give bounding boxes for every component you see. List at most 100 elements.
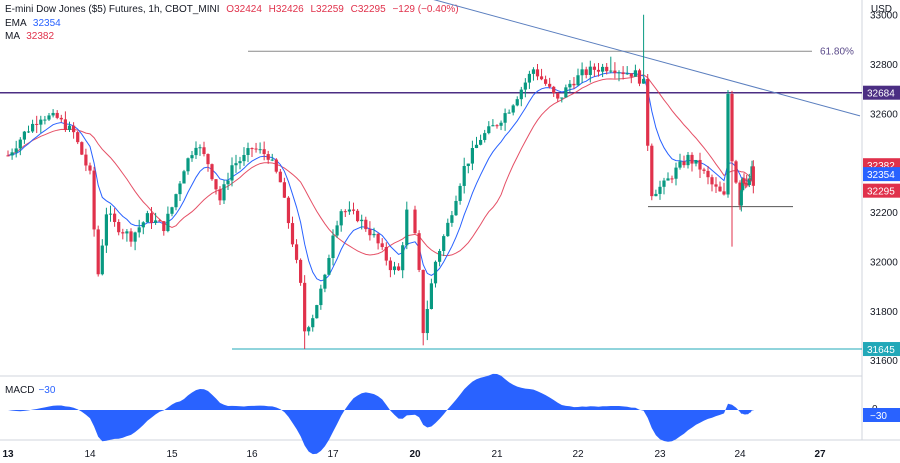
x-tick-label: 20 bbox=[409, 449, 421, 460]
x-tick-label: 15 bbox=[166, 449, 178, 460]
candle-body bbox=[702, 169, 706, 171]
candle-body bbox=[14, 148, 18, 153]
candle-body bbox=[747, 178, 751, 185]
candle-body bbox=[343, 211, 347, 213]
candle-body bbox=[548, 83, 552, 87]
candle-body bbox=[613, 70, 617, 74]
candle-body bbox=[429, 283, 433, 310]
macd-value: −30 bbox=[38, 385, 56, 396]
candle-body bbox=[96, 229, 100, 275]
candle-body bbox=[539, 76, 544, 80]
candle-body bbox=[694, 159, 698, 164]
candle-body bbox=[726, 93, 730, 195]
candle-body bbox=[605, 66, 609, 72]
svg-text:32382: 32382 bbox=[867, 161, 895, 172]
candle-body bbox=[384, 247, 388, 261]
candle-body bbox=[658, 186, 662, 194]
candle-body bbox=[258, 149, 262, 151]
candle-body bbox=[388, 260, 392, 271]
candle-body bbox=[511, 105, 515, 113]
ohlc-close: C32295 bbox=[350, 4, 386, 15]
candle-body bbox=[401, 245, 405, 271]
candle-body bbox=[299, 259, 303, 283]
candle-body bbox=[556, 93, 560, 99]
candle-body bbox=[242, 154, 246, 162]
candle-body bbox=[72, 125, 76, 133]
candle-body bbox=[266, 154, 270, 160]
candle-body bbox=[515, 99, 519, 106]
candle-body bbox=[214, 179, 218, 190]
candle-body bbox=[519, 89, 523, 100]
macd-legend[interactable]: MACD −30 bbox=[5, 385, 55, 396]
candle-body bbox=[503, 113, 507, 123]
candle-body bbox=[499, 122, 503, 126]
candle-body bbox=[421, 269, 425, 334]
candle-body bbox=[331, 235, 335, 259]
legend-row-ema[interactable]: EMA 32354 bbox=[5, 17, 459, 31]
candle-body bbox=[210, 164, 214, 180]
candle-body bbox=[108, 213, 113, 215]
candle-body bbox=[202, 147, 206, 155]
candle-body bbox=[568, 83, 572, 88]
candle-body bbox=[364, 219, 368, 230]
candle-body bbox=[121, 232, 125, 234]
candle-body bbox=[425, 309, 429, 334]
candle-body bbox=[601, 66, 605, 72]
macd-area bbox=[8, 373, 754, 455]
x-tick-label: 13 bbox=[2, 449, 14, 460]
svg-text:32295: 32295 bbox=[867, 187, 895, 198]
ohlc-high: H32426 bbox=[268, 4, 304, 15]
candle-body bbox=[55, 112, 59, 118]
candle-body bbox=[706, 170, 710, 178]
candle-body bbox=[76, 132, 80, 143]
candle-body bbox=[698, 159, 702, 170]
candle-body bbox=[730, 93, 734, 162]
ohlc-change: −129 (−0.40%) bbox=[392, 4, 459, 15]
candle-body bbox=[686, 154, 690, 166]
symbol-title[interactable]: E-mini Dow Jones ($5) Futures, 1h, CBOT_… bbox=[5, 4, 220, 15]
ohlc-open: O32424 bbox=[226, 4, 262, 15]
candle-body bbox=[584, 69, 588, 75]
candle-body bbox=[734, 161, 738, 183]
candle-body bbox=[335, 225, 339, 236]
candle-body bbox=[487, 126, 491, 134]
legend-row-ma[interactable]: MA 32382 bbox=[5, 30, 459, 44]
candle-body bbox=[339, 211, 343, 226]
candle-body bbox=[560, 97, 564, 99]
y-tick-label: 32000 bbox=[870, 257, 898, 268]
candle-body bbox=[84, 154, 88, 166]
ma-line bbox=[7, 74, 754, 257]
price-badge: 32295 bbox=[863, 183, 900, 198]
candle-body bbox=[51, 112, 55, 116]
x-tick-label: 23 bbox=[654, 449, 666, 460]
candle-body bbox=[10, 152, 14, 156]
candle-body bbox=[751, 166, 755, 186]
candle-body bbox=[47, 115, 51, 120]
candle-body bbox=[141, 222, 145, 228]
candle-body bbox=[454, 200, 458, 216]
candle-body bbox=[125, 231, 129, 234]
candle-body bbox=[564, 87, 568, 98]
candle-body bbox=[303, 282, 307, 332]
candle-body bbox=[113, 213, 117, 222]
x-tick-label: 14 bbox=[84, 449, 96, 460]
candle-body bbox=[286, 197, 291, 224]
candle-body bbox=[154, 220, 158, 223]
candle-body bbox=[129, 231, 133, 242]
candle-body bbox=[552, 86, 556, 94]
y-tick-label: 32200 bbox=[870, 208, 898, 219]
candle-body bbox=[104, 214, 108, 246]
candle-body bbox=[166, 213, 170, 232]
candle-body bbox=[617, 72, 621, 74]
candle-body bbox=[596, 69, 601, 72]
candle-body bbox=[290, 223, 295, 245]
candle-body bbox=[194, 147, 198, 156]
candle-body bbox=[22, 131, 26, 140]
candle-body bbox=[674, 167, 678, 179]
ema-label: EMA bbox=[5, 17, 27, 29]
candle-body bbox=[621, 72, 625, 75]
candle-body bbox=[178, 183, 182, 195]
candle-body bbox=[666, 178, 670, 181]
